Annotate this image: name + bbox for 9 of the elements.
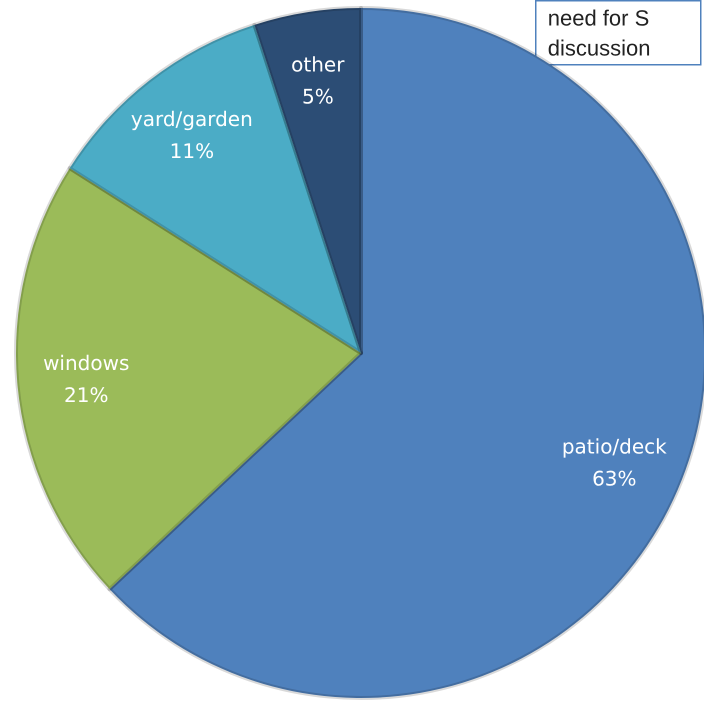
data-label: 11%	[170, 138, 214, 163]
slice-label: patio/deck	[562, 434, 668, 459]
data-label: 63%	[592, 466, 637, 491]
text: need for S discussion	[548, 5, 656, 60]
data-label: 21%	[64, 382, 108, 407]
slice-label: yard/garden	[130, 106, 253, 131]
slice-label: other	[291, 52, 346, 76]
data-label: 5%	[302, 84, 334, 108]
slice-label: windows	[43, 350, 130, 375]
